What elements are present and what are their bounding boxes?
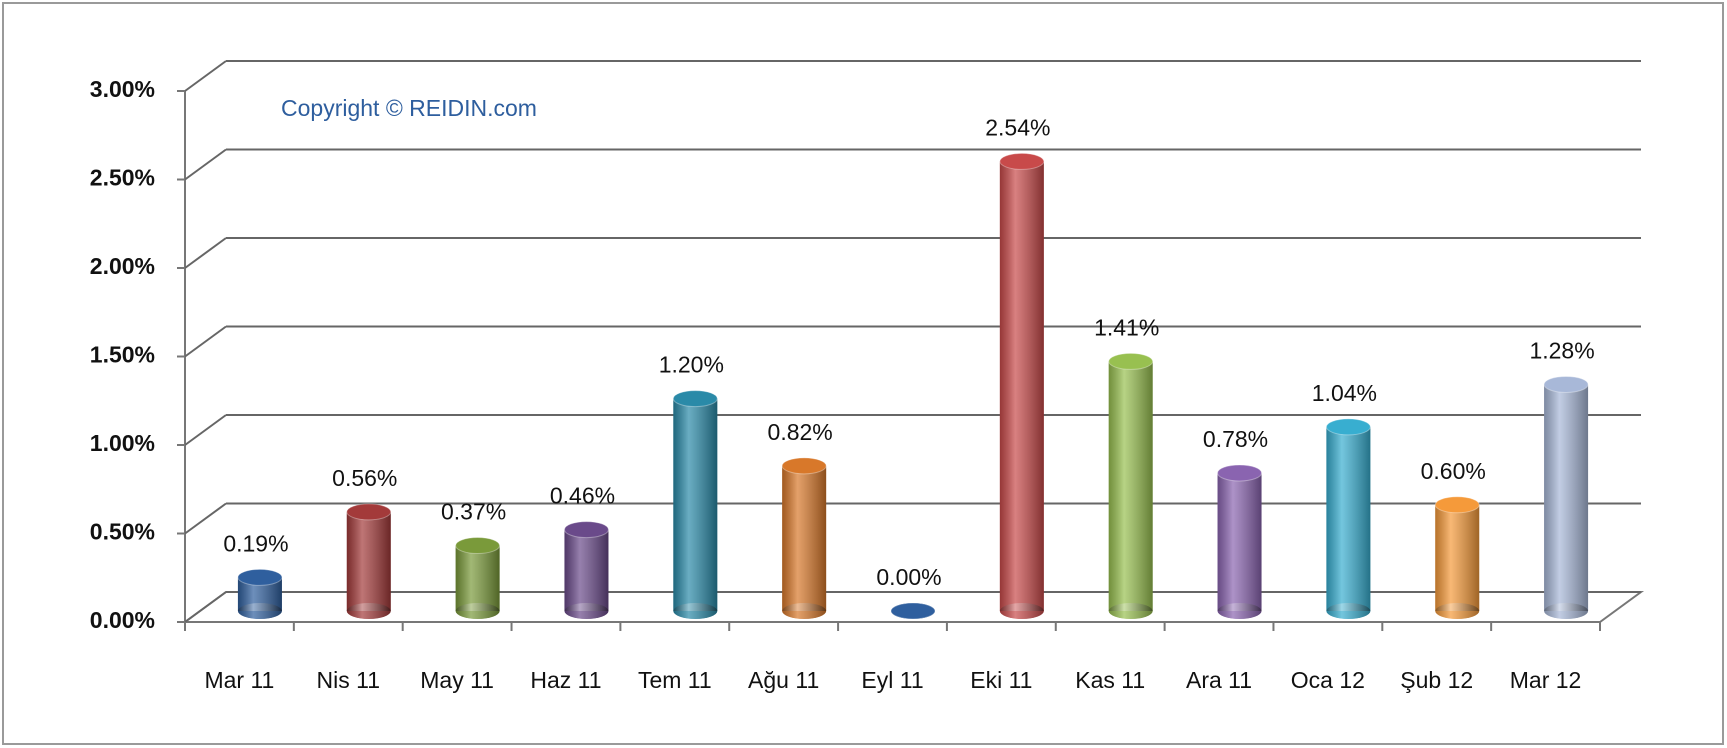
grid-line-side: [184, 237, 227, 269]
data-label: 0.19%: [223, 530, 288, 556]
data-label: 1.20%: [659, 352, 724, 378]
bar-cap: [563, 521, 609, 539]
x-tick-label: Tem 11: [638, 667, 712, 693]
grid-line-side: [184, 325, 227, 358]
bar-cap: [455, 537, 501, 555]
bar-cap: [890, 602, 936, 620]
x-tick-label: Nis 11: [317, 667, 381, 693]
bar-cap: [1325, 418, 1371, 436]
data-label: 0.78%: [1203, 426, 1268, 452]
bar-base-shade: [564, 603, 609, 619]
bar-cap: [999, 152, 1045, 170]
bar-shade: [1217, 472, 1262, 611]
bar-base-shade: [1435, 603, 1480, 619]
bar-shade: [673, 398, 718, 611]
bar-base-shade: [237, 603, 282, 619]
grid-line-side: [184, 591, 227, 623]
y-tick-label: 1.00%: [90, 430, 155, 456]
x-tick-label: May 11: [420, 667, 494, 693]
grid-line-side: [184, 502, 227, 535]
x-tick-label: Mar 11: [204, 667, 274, 693]
bar-cap: [237, 568, 283, 586]
x-tick-label: Eyl 11: [861, 667, 923, 693]
bar-shade: [1544, 384, 1589, 611]
bar-base-shade: [782, 603, 827, 619]
bar-base-shade: [673, 603, 718, 619]
bar-shade: [564, 529, 609, 611]
data-label: 1.04%: [1312, 380, 1377, 406]
grid-line-side: [184, 414, 227, 446]
bar-cap: [1108, 352, 1154, 370]
bar-base-shade: [1326, 603, 1371, 619]
bar-base-shade: [455, 603, 500, 619]
y-tick-label: 2.50%: [90, 165, 155, 191]
bar-shade: [1435, 504, 1480, 611]
grid-line-side: [184, 148, 227, 181]
bar-shade: [346, 511, 391, 611]
x-tick-label: Kas 11: [1075, 667, 1145, 693]
y-tick-label: 2.00%: [90, 253, 155, 279]
annotation: Copyright © REIDIN.com: [281, 95, 537, 121]
bar-base-shade: [1217, 603, 1262, 619]
x-tick-label: Eki 11: [970, 667, 1032, 693]
bar-shade: [999, 161, 1044, 612]
x-tick-label: Haz 11: [530, 667, 601, 693]
data-label: 0.60%: [1421, 458, 1486, 484]
grid-line-side: [184, 60, 227, 92]
x-tick-label: Ara 11: [1186, 667, 1252, 693]
x-tick-label: Oca 12: [1291, 667, 1365, 693]
data-label: 2.54%: [985, 114, 1050, 140]
bar-cap: [346, 503, 392, 521]
data-label: 1.41%: [1094, 315, 1159, 341]
y-tick-label: 1.50%: [90, 342, 155, 368]
data-label: 0.46%: [550, 483, 615, 509]
y-tick-label: 0.00%: [90, 607, 155, 633]
data-label: 0.00%: [876, 564, 941, 590]
x-tick-label: Mar 12: [1510, 667, 1582, 693]
bar-cap: [1217, 464, 1263, 482]
bar-shade: [1326, 426, 1371, 611]
bar-base-shade: [1108, 603, 1153, 619]
x-tick-label: Şub 12: [1400, 667, 1473, 693]
data-label: 1.28%: [1529, 338, 1594, 364]
bar-cap: [1543, 375, 1589, 393]
bar-shade: [455, 545, 500, 611]
bar-shade: [1108, 361, 1153, 611]
y-tick-label: 0.50%: [90, 519, 155, 545]
bar-shade: [782, 465, 827, 611]
data-label: 0.82%: [768, 419, 833, 445]
bar-cap: [781, 457, 827, 475]
bar-base-shade: [346, 603, 391, 619]
bar-base-shade: [1544, 603, 1589, 619]
y-tick-label: 3.00%: [90, 76, 155, 102]
bar-cap: [1434, 496, 1480, 514]
x-tick-label: Ağu 11: [748, 667, 819, 693]
bar-base-shade: [999, 603, 1044, 619]
data-label: 0.56%: [332, 465, 397, 491]
data-label: 0.37%: [441, 499, 506, 525]
bar-cap: [672, 390, 718, 408]
